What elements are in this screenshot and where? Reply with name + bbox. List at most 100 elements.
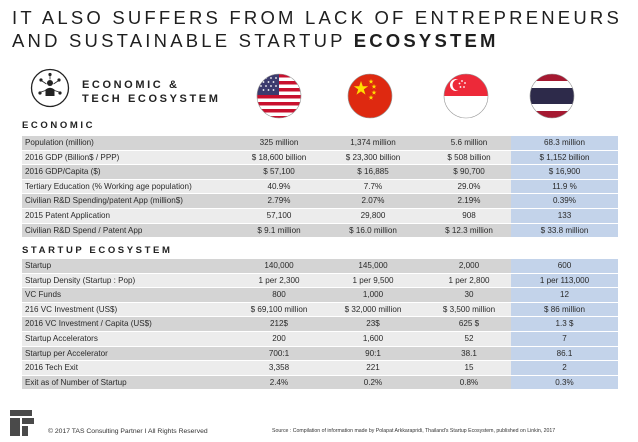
- china-value: 1,000: [362, 290, 384, 300]
- usa-value: 2.79%: [267, 196, 291, 206]
- thailand-value: $ 86 million: [544, 304, 585, 314]
- row-label: Startup per Accelerator: [25, 348, 108, 358]
- table-row: VC Funds 800 1,000 30 12: [22, 288, 618, 303]
- thailand-value: $ 1,152 billion: [539, 152, 590, 162]
- table-row: Startup Accelerators 200 1,600 52 7: [22, 331, 618, 347]
- row-label: 2015 Patent Application: [25, 210, 111, 220]
- thailand-highlight-cell: [511, 165, 618, 179]
- singapore-value: 15: [464, 363, 474, 373]
- copyright-text: © 2017 TAS Consulting Partner I All Righ…: [48, 428, 208, 435]
- china-value: 29,800: [360, 210, 386, 220]
- china-value: $ 16.0 million: [349, 225, 397, 235]
- singapore-value: $ 3,500 million: [442, 304, 496, 314]
- economic-section-title: ECONOMIC: [22, 120, 96, 131]
- title-line-2-bold: ECOSYSTEM: [353, 30, 499, 51]
- usa-value: 200: [272, 333, 286, 343]
- thailand-value: 2: [562, 363, 567, 373]
- usa-value: $ 69,100 million: [250, 304, 308, 314]
- row-label: Startup Accelerators: [25, 333, 98, 343]
- economic-table: Population (million) 325 million 1,374 mil…: [22, 136, 618, 239]
- thailand-highlight-cell: [511, 259, 618, 273]
- china-value: $ 16,885: [357, 167, 389, 177]
- usa-value: 40.9%: [267, 181, 291, 191]
- thailand-value: 133: [557, 210, 572, 220]
- table-row: Civilian R&D Spending/patent App (millio…: [22, 194, 618, 209]
- singapore-value: 2.19%: [457, 196, 481, 206]
- slide-title: IT ALSO SUFFERS FROM LACK OF ENTREPRENEU…: [12, 6, 632, 52]
- china-value: 2.07%: [361, 196, 385, 206]
- usa-value: 3,358: [268, 363, 290, 373]
- usa-value: 1 per 2,300: [258, 275, 300, 285]
- singapore-flag-icon: [443, 73, 489, 119]
- row-label: Civilian R&D Spend / Patent App: [25, 225, 143, 235]
- thailand-highlight-cell: [511, 302, 618, 317]
- usa-value: 212$: [269, 319, 288, 329]
- row-label: Population (million): [25, 138, 94, 147]
- table-row: 2015 Patent Application 57,100 29,800 908 13…: [22, 208, 618, 224]
- row-label: 2016 GDP (Billion$ / PPP): [25, 152, 120, 162]
- usa-value: 800: [272, 290, 286, 300]
- row-label: 2016 Tech Exit: [25, 363, 78, 373]
- singapore-value: 908: [462, 210, 476, 220]
- ecosystem-people-icon: [30, 68, 70, 108]
- thailand-highlight-cell: [511, 317, 618, 331]
- thailand-value: 68.3 million: [544, 138, 585, 147]
- china-value: 1,374 million: [350, 138, 396, 147]
- row-label: Civilian R&D Spending/patent App (millio…: [25, 196, 183, 206]
- singapore-value: 625 $: [458, 319, 480, 329]
- china-value: 0.2%: [363, 377, 383, 387]
- singapore-value: 0.8%: [459, 377, 479, 387]
- usa-value: 2.4%: [269, 377, 289, 387]
- singapore-value: $ 12.3 million: [445, 225, 493, 235]
- source-note: Source : Compilation of information made…: [272, 428, 556, 434]
- table-row: 2016 VC Investment / Capita (US$) 212$ 23$…: [22, 317, 618, 332]
- thailand-value: 7: [562, 333, 567, 343]
- usa-value: 700:1: [268, 348, 290, 358]
- row-label: Exit as of Number of Startup: [25, 377, 127, 387]
- thailand-value: 12: [559, 290, 569, 300]
- thailand-highlight-cell: [511, 179, 618, 194]
- thailand-value: $ 33.8 million: [540, 225, 589, 235]
- usa-value: 325 million: [259, 138, 299, 147]
- row-label: 2016 GDP/Capita ($): [25, 167, 101, 177]
- thailand-value: 1.3 $: [555, 319, 574, 329]
- china-value: $ 32,000 million: [344, 304, 402, 314]
- thailand-highlight-cell: [511, 375, 618, 390]
- title-line-1: IT ALSO SUFFERS FROM LACK OF ENTREPRENEU…: [12, 7, 622, 28]
- thailand-highlight-cell: [511, 136, 618, 150]
- thailand-highlight-cell: [511, 288, 618, 302]
- singapore-value: 5.6 million: [450, 138, 488, 147]
- table-row: Exit as of Number of Startup 2.4% 0.2% 0.8%…: [22, 375, 618, 391]
- tas-logo-icon: [10, 410, 34, 436]
- table-row: 2016 Tech Exit 3,358 221 15 2: [22, 361, 618, 376]
- usa-value: $ 18,600 billion: [251, 152, 307, 162]
- row-label: Tertiary Education (% Working age popula…: [25, 181, 192, 191]
- usa-flag-icon: [256, 73, 302, 119]
- china-value: $ 23,300 billion: [345, 152, 401, 162]
- table-row: 2016 GDP (Billion$ / PPP) $ 18,600 billio…: [22, 150, 618, 166]
- eco-box-title-line-2: TECH ECOSYSTEM: [82, 93, 221, 105]
- singapore-value: 29.0%: [457, 181, 481, 191]
- singapore-value: 38.1: [461, 348, 477, 358]
- table-row: Startup 140,000 145,000 2,000 600: [22, 259, 618, 274]
- thailand-highlight-cell: [511, 331, 618, 346]
- table-row: Startup Density (Startup : Pop) 1 per 2,3…: [22, 273, 618, 289]
- table-row: Tertiary Education (% Working age popula…: [22, 179, 618, 195]
- usa-value: $ 9.1 million: [257, 225, 301, 235]
- thailand-highlight-cell: [511, 208, 618, 223]
- china-value: 7.7%: [363, 181, 383, 191]
- table-row: Startup per Accelerator 700:1 90:1 38.1 86.1: [22, 346, 618, 362]
- usa-value: 140,000: [264, 261, 294, 270]
- table-row: 2016 GDP/Capita ($) $ 57,100 $ 16,885 $ 90,…: [22, 165, 618, 180]
- title-line-2: AND SUSTAINABLE STARTUP ECOSYSTEM: [12, 29, 632, 52]
- thailand-highlight-cell: [511, 223, 618, 238]
- thailand-value: 0.39%: [553, 196, 576, 206]
- startup-ecosystem-table: Startup 140,000 145,000 2,000 600 Startup Den…: [22, 259, 618, 391]
- china-value: 1,600: [362, 333, 384, 343]
- row-label: VC Funds: [25, 290, 61, 300]
- thailand-flag-icon: [529, 73, 575, 119]
- economic-tech-ecosystem-header: ECONOMIC & TECH ECOSYSTEM: [22, 64, 242, 114]
- title-line-2-prefix: AND SUSTAINABLE STARTUP: [12, 30, 354, 51]
- china-value: 90:1: [365, 348, 381, 358]
- china-value: 221: [366, 363, 380, 373]
